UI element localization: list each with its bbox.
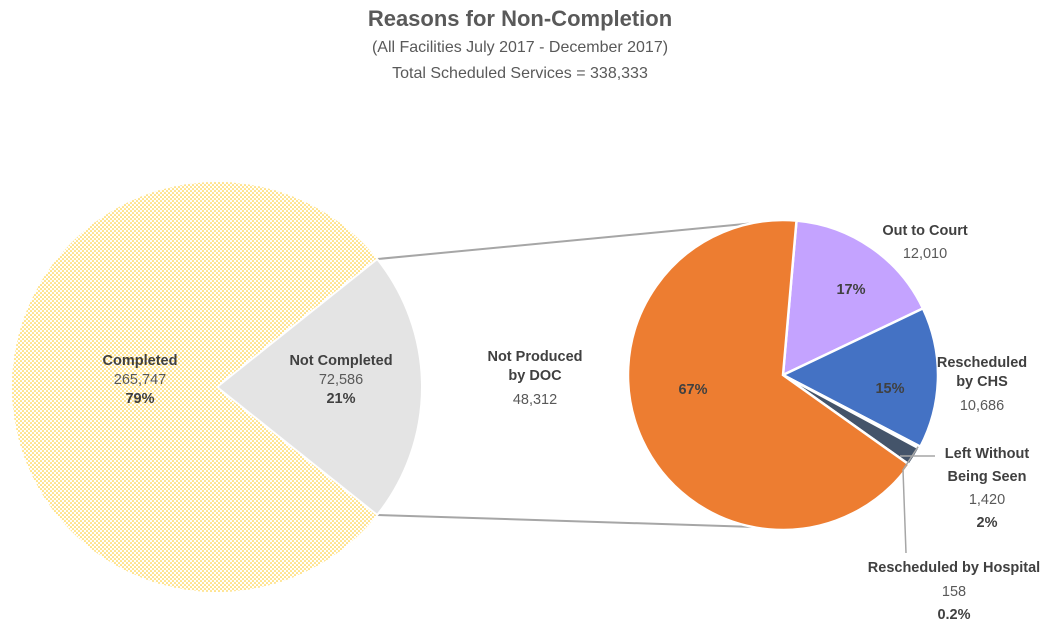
label-not-produced-percent: 67%: [678, 382, 707, 398]
label-rescheduled-hospital-percent: 0.2%: [937, 607, 970, 623]
leader-rescheduled-hospital: [902, 446, 919, 554]
label-completed-percent: 79%: [125, 391, 154, 407]
label-not-produced-value: 48,312: [513, 392, 557, 408]
chart-title: Reasons for Non-Completion: [368, 6, 672, 31]
slice-out-to-court: [781, 219, 925, 378]
main-pie: [11, 182, 423, 592]
label-rescheduled-chs-name-1: Rescheduled: [937, 355, 1027, 371]
chart-total: Total Scheduled Services = 338,333: [392, 65, 648, 82]
slice-completed: [11, 182, 378, 592]
label-completed-name: Completed: [103, 353, 178, 369]
label-not-produced-name-2: by DOC: [508, 368, 562, 384]
label-out-to-court-value: 12,010: [903, 246, 947, 262]
label-not-completed-value: 72,586: [319, 372, 363, 388]
label-rescheduled-hospital-name: Rescheduled by Hospital: [868, 560, 1040, 576]
label-left-without-name-1: Left Without: [945, 446, 1030, 462]
slice-not-produced-by-doc: [626, 218, 912, 532]
slice-rescheduled-by-chs: [780, 306, 940, 449]
label-left-without-name-2: Being Seen: [948, 469, 1027, 485]
label-left-without-percent: 2%: [977, 515, 998, 531]
label-not-completed-percent: 21%: [326, 391, 355, 407]
chart-subtitle: (All Facilities July 2017 - December 201…: [372, 39, 668, 56]
slice-labels: Completed 265,747 79% Not Completed 72,586 21…: [103, 223, 1041, 623]
label-left-without-value: 1,420: [969, 492, 1005, 508]
breakdown-pie: [626, 218, 940, 532]
label-out-to-court-percent: 17%: [836, 282, 865, 298]
connector-lines: [377, 222, 756, 528]
label-rescheduled-chs-percent: 15%: [875, 381, 904, 397]
label-rescheduled-hospital-value: 158: [942, 584, 966, 600]
label-not-completed-name: Not Completed: [289, 353, 392, 369]
label-completed-value: 265,747: [114, 372, 166, 388]
slice-not-completed: [215, 257, 423, 517]
label-not-produced-name-1: Not Produced: [487, 349, 582, 365]
label-rescheduled-chs-name-2: by CHS: [956, 374, 1008, 390]
connector-bottom: [377, 513, 756, 528]
label-rescheduled-chs-value: 10,686: [960, 398, 1004, 414]
label-out-to-court-name: Out to Court: [882, 223, 968, 239]
connector-top: [377, 222, 756, 261]
